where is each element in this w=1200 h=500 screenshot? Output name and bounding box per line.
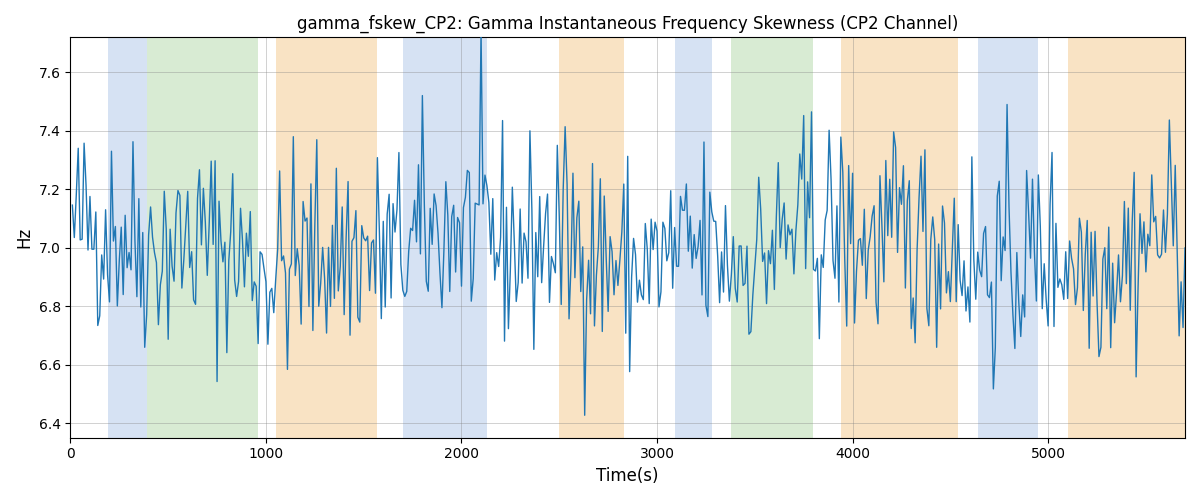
- Bar: [276, 38, 378, 438]
- Bar: [108, 38, 146, 438]
- X-axis label: Time(s): Time(s): [596, 467, 659, 485]
- Bar: [674, 38, 712, 438]
- Bar: [559, 38, 624, 438]
- Y-axis label: Hz: Hz: [14, 227, 32, 248]
- Bar: [1068, 38, 1184, 438]
- Bar: [146, 38, 258, 438]
- Bar: [978, 38, 1038, 438]
- Bar: [403, 38, 487, 438]
- Bar: [731, 38, 814, 438]
- Bar: [841, 38, 958, 438]
- Title: gamma_fskew_CP2: Gamma Instantaneous Frequency Skewness (CP2 Channel): gamma_fskew_CP2: Gamma Instantaneous Fre…: [298, 15, 959, 34]
